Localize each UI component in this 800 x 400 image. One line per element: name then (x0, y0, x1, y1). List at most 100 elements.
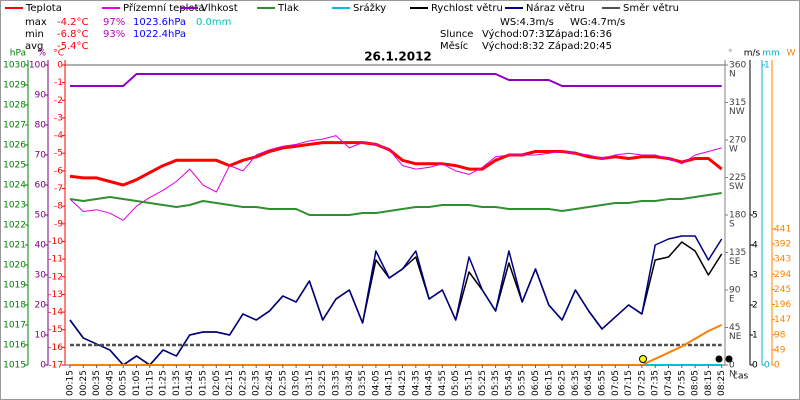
axis-unit: hPa (10, 49, 26, 59)
x-tick-label: 08:05 (691, 370, 701, 396)
stat: avg (25, 41, 43, 52)
x-tick-label: 00:35 (92, 370, 102, 396)
x-tick-label: 07:45 (664, 370, 674, 396)
tick-label: 315 (729, 98, 746, 108)
tick-label: 80 (35, 121, 47, 131)
tick-label: 196 (774, 300, 791, 310)
tick-label: 0 (40, 361, 46, 371)
sun-info: Západ:16:36 (548, 28, 612, 40)
stat: 97% (103, 17, 125, 28)
tick-label: -10 (48, 237, 63, 247)
x-tick-label: 01:45 (185, 370, 195, 396)
x-tick-label: 07:55 (677, 370, 687, 396)
x-tick-label: 02:05 (212, 370, 222, 396)
tick-label: -4 (54, 131, 63, 141)
tick-label: 30 (35, 271, 47, 281)
tick-label: -14 (48, 308, 63, 318)
tick-label: 0 (774, 361, 780, 371)
tick-label: 60 (35, 181, 47, 191)
legend-label: Náraz větru (526, 2, 585, 14)
tick-label: 0 (57, 61, 63, 71)
tick-label: 2 (752, 301, 758, 311)
tick-label: 343 (774, 255, 791, 265)
tick-label: 441 (774, 224, 791, 234)
tick-label: 49 (774, 345, 786, 355)
x-tick-label: 07:05 (611, 370, 621, 396)
tick-label: -11 (48, 255, 63, 265)
axis-unit: W (787, 49, 796, 59)
compass-label: E (729, 295, 735, 305)
tick-label: 392 (774, 240, 791, 250)
axis-unit: m/s (744, 49, 761, 59)
tick-label: 294 (774, 270, 791, 280)
series-line (70, 323, 723, 366)
tick-label: 245 (774, 285, 791, 295)
tick-label: 20 (35, 301, 47, 311)
x-tick-label: 01:05 (132, 370, 142, 396)
x-tick-label: 06:35 (571, 370, 581, 396)
tick-label: 5 (752, 211, 758, 221)
tick-label: 50 (35, 211, 47, 221)
tick-label: 1027 (3, 121, 26, 131)
tick-label: 1024 (3, 181, 26, 191)
compass-label: N (729, 70, 736, 80)
x-tick-label: 01:35 (172, 370, 182, 396)
x-tick-label: 07:35 (651, 370, 661, 396)
moon-marker (725, 355, 733, 363)
x-tick-label: 04:35 (411, 370, 421, 396)
tick-label: 1019 (3, 281, 26, 291)
series-line (69, 192, 722, 216)
x-tick-label: 05:45 (504, 370, 514, 396)
x-tick-label: 06:45 (584, 370, 594, 396)
tick-label: 1026 (3, 141, 26, 151)
x-tick-label: 03:55 (358, 370, 368, 396)
x-tick-label: 08:25 (717, 370, 727, 396)
moon-info: Západ:20:45 (548, 40, 612, 52)
x-tick-label: 03:45 (345, 370, 355, 396)
x-tick-label: 00:55 (119, 370, 129, 396)
moon-marker (715, 355, 723, 363)
tick-label: 1023 (3, 201, 26, 211)
x-tick-label: 07:25 (637, 370, 647, 396)
x-tick-label: 08:15 (704, 370, 714, 396)
x-tick-label: 06:55 (598, 370, 608, 396)
tick-label: 100 (29, 61, 46, 71)
tick-label: -2 (54, 96, 63, 106)
x-tick-label: 04:55 (438, 370, 448, 396)
x-axis-label: čas (733, 371, 748, 382)
tick-label: 0 (764, 361, 770, 371)
x-tick-label: 01:55 (199, 370, 209, 396)
x-tick-label: 05:55 (518, 370, 528, 396)
tick-label: -3 (54, 113, 63, 123)
tick-label: 10 (35, 331, 47, 341)
tick-label: 1015 (3, 361, 26, 371)
legend-label: Rychlost větru (431, 2, 503, 14)
compass-label: SW (729, 182, 744, 192)
tick-label: -5 (54, 149, 63, 159)
tick-label: 180 (729, 211, 746, 221)
legend-label: Vlhkost (201, 3, 238, 14)
stat: 1023.6hPa (133, 17, 186, 28)
tick-label: -13 (48, 290, 63, 300)
x-tick-label: 05:25 (478, 370, 488, 396)
x-tick-label: 04:15 (385, 370, 395, 396)
tick-label: 1018 (3, 301, 26, 311)
x-tick-label: 00:45 (105, 370, 115, 396)
x-tick-label: 03:15 (305, 370, 315, 396)
tick-label: 1020 (3, 261, 26, 271)
wind-stat: WS:4.3m/s (500, 17, 554, 28)
legend-label: Tlak (277, 3, 299, 14)
tick-label: 1030 (3, 61, 26, 71)
tick-label: -17 (48, 361, 63, 371)
tick-label: 1021 (3, 241, 26, 251)
tick-label: -6 (54, 166, 63, 176)
compass-label: NW (729, 107, 745, 117)
x-tick-label: 05:15 (465, 370, 475, 396)
compass-label: NE (729, 332, 742, 342)
tick-label: -7 (54, 184, 63, 194)
x-tick-label: 04:05 (371, 370, 381, 396)
tick-label: 1022 (3, 221, 26, 231)
sunrise-marker (639, 355, 647, 363)
legend-label: Přízemní teplota (123, 2, 205, 14)
